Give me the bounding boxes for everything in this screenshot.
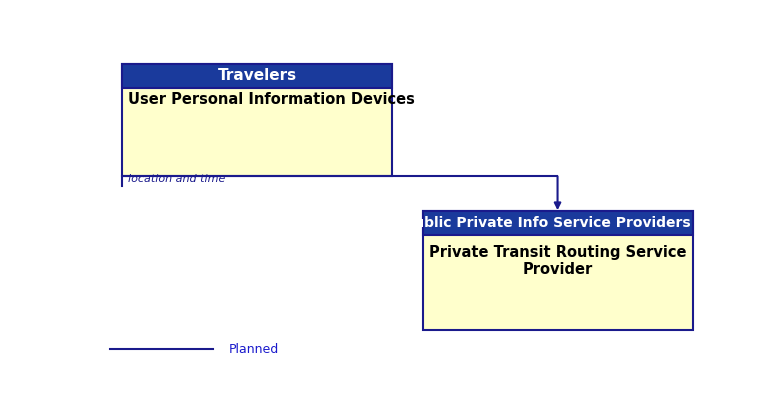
FancyBboxPatch shape [122, 64, 392, 176]
Text: Travelers: Travelers [218, 68, 297, 83]
Text: Private Transit Routing Service
Provider: Private Transit Routing Service Provider [429, 245, 686, 277]
FancyBboxPatch shape [122, 64, 392, 87]
Text: Public Private Info Service Providers ...: Public Private Info Service Providers ..… [404, 216, 711, 230]
FancyBboxPatch shape [423, 211, 693, 330]
Text: Planned: Planned [229, 343, 279, 356]
FancyBboxPatch shape [423, 211, 693, 235]
Text: location and time: location and time [128, 174, 226, 184]
Text: User Personal Information Devices: User Personal Information Devices [128, 92, 415, 107]
